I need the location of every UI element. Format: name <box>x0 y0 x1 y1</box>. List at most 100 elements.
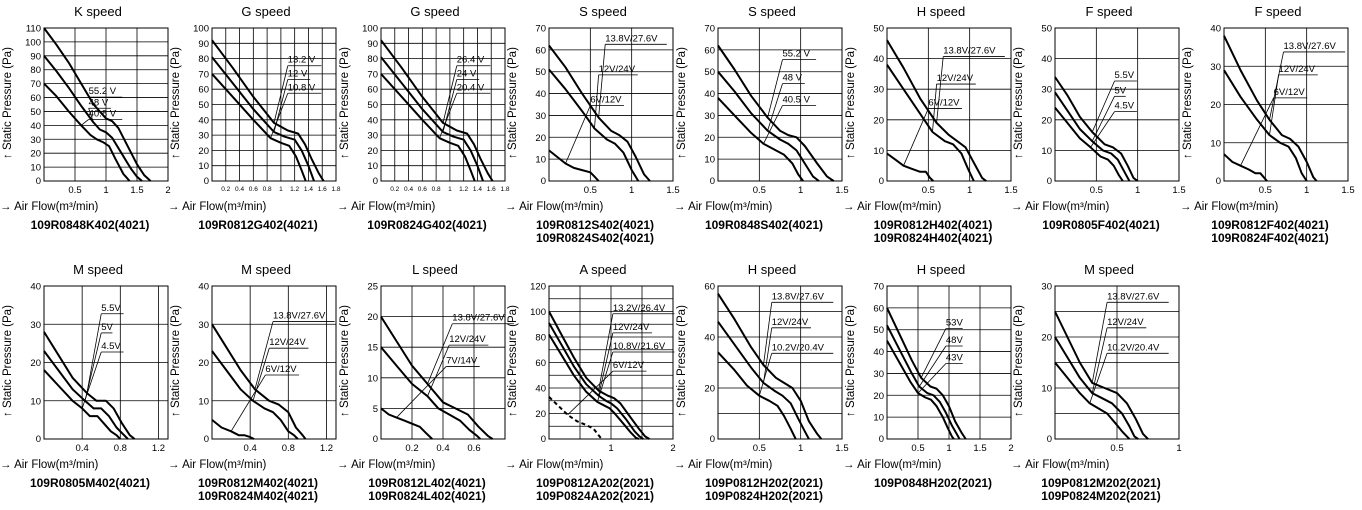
series-label: 48V <box>946 335 964 346</box>
series-label: 13.8V/27.6V <box>452 313 505 324</box>
y-tick-label: 70 <box>704 24 715 35</box>
plot-frame <box>548 285 674 440</box>
x-tick-label: 0.5 <box>911 443 924 454</box>
label-leader <box>1090 111 1115 148</box>
y-tick-label: 80 <box>535 333 546 344</box>
series-label: 24 V <box>457 68 477 79</box>
model-number: 109R0812F402(4021) <box>1211 218 1329 232</box>
x-tick-label: 0.4 <box>436 443 449 454</box>
model-numbers: 109R0812M402(4021) 109R0824M402(4021) <box>174 477 342 503</box>
x-axis-label: → Air Flow(m³/min) <box>168 459 267 471</box>
y-tick-label: 30 <box>198 131 209 142</box>
x-tick-label: 0.5 <box>68 185 81 196</box>
series-label: 53V <box>946 318 964 329</box>
x-axis-label: → Air Flow(m³/min) <box>337 201 436 213</box>
y-tick-label: 15 <box>367 343 378 354</box>
label-leader <box>1091 96 1115 142</box>
y-tick-label: 30 <box>367 131 378 142</box>
y-tick-label: 30 <box>873 369 884 380</box>
x-tick-label: 0.8 <box>114 443 127 454</box>
x-tick-label: 2 <box>670 443 675 454</box>
series-label: 10.8 V <box>288 82 316 93</box>
label-leader <box>920 328 947 378</box>
origin-label: 0 <box>710 434 715 445</box>
model-numbers: 109R0812F402(4021) 109R0824F402(4021) <box>1186 219 1354 245</box>
model-numbers: 109R0812H402(4021) 109R0824H402(4021) <box>849 219 1017 245</box>
model-number: 109R0848S402(4021) <box>704 218 824 232</box>
y-tick-label: 20 <box>1041 333 1052 344</box>
y-tick-label: 10 <box>367 161 378 172</box>
series-label: 12V/24V <box>613 322 650 333</box>
y-tick-label: 40 <box>873 54 884 65</box>
x-tick-label: 1.5 <box>835 443 848 454</box>
chart-title: S speed <box>748 4 796 19</box>
model-numbers: 109R0812L402(4021) 109R0824L402(4021) <box>343 477 511 503</box>
origin-label: 0 <box>373 176 378 187</box>
fan-curve-panel: H speed ↑ Static Pressure (Pa) → Air Flow(… <box>674 260 849 510</box>
y-tick-label: 10 <box>1041 146 1052 157</box>
model-number: 109P0824H202(2021) <box>704 489 824 503</box>
x-tick-label: 1.6 <box>318 186 327 193</box>
x-tick-label: 1.2 <box>459 186 468 193</box>
series-label: 12V/24V <box>599 64 636 75</box>
chart-title: M speed <box>241 262 291 277</box>
series-label: 10.2V/20.4V <box>772 342 825 353</box>
fan-curve-panel: H speed ↑ Static Pressure (Pa) → Air Flow(… <box>843 2 1018 252</box>
x-tick-label: 0.6 <box>249 186 258 193</box>
series-line <box>886 340 955 440</box>
x-tick-label: 2 <box>1008 443 1013 454</box>
chart-title: L speed <box>412 262 458 277</box>
series-label: 20.4 V <box>457 82 485 93</box>
y-tick-label: 30 <box>1041 85 1052 96</box>
series-label: 12V/24V <box>269 337 306 348</box>
y-tick-label: 60 <box>198 85 209 96</box>
y-tick-label: 50 <box>30 107 41 118</box>
y-tick-label: 40 <box>198 282 209 293</box>
origin-label: 0 <box>373 434 378 445</box>
y-tick-label: 30 <box>30 135 41 146</box>
fan-curve-plot: 20 40 60 80 100 120 0 1 2 13.2V/26.4V 12V/24V 10.8V… <box>530 282 676 455</box>
y-tick-label: 25 <box>367 282 378 293</box>
chart-title: H speed <box>916 262 966 277</box>
origin-label: 0 <box>879 176 884 187</box>
y-tick-label: 50 <box>1041 24 1052 35</box>
series-line <box>886 307 967 440</box>
plot-frame <box>211 285 337 440</box>
label-leader <box>598 313 614 391</box>
y-tick-label: 10 <box>1041 384 1052 395</box>
series-line <box>1223 153 1268 182</box>
x-tick-label: 1.5 <box>835 185 848 196</box>
series-line <box>548 149 600 182</box>
model-numbers: 109R0824G402(4021) <box>343 219 511 232</box>
label-leader <box>1269 74 1279 136</box>
x-axis-label: → Air Flow(m³/min) <box>843 459 942 471</box>
series-label: 4.5V <box>1115 101 1135 112</box>
y-tick-label: 20 <box>198 146 209 157</box>
y-tick-label: 50 <box>367 100 378 111</box>
series-line <box>717 321 810 440</box>
series-line <box>1054 76 1139 182</box>
y-tick-label: 70 <box>535 24 546 35</box>
origin-label: 0 <box>541 434 546 445</box>
x-tick-label: 1.2 <box>290 186 299 193</box>
x-axis-label: → Air Flow(m³/min) <box>1180 201 1279 213</box>
series-label: 6V/12V <box>1274 87 1306 98</box>
y-tick-label: 20 <box>198 358 209 369</box>
x-tick-label: 1 <box>629 185 634 196</box>
series-label: 5.5V <box>101 303 121 314</box>
series-line <box>886 64 975 182</box>
x-tick-label: 0.5 <box>1259 185 1272 196</box>
x-tick-label: 1.6 <box>487 186 496 193</box>
label-leader <box>596 351 614 403</box>
model-number: 109P0848H202(2021) <box>873 476 993 490</box>
y-tick-label: 100 <box>362 24 378 35</box>
series-label: 40.5 V <box>782 95 810 106</box>
y-tick-label: 20 <box>367 146 378 157</box>
origin-label: 0 <box>1216 176 1221 187</box>
chart-title: F speed <box>1254 4 1302 19</box>
model-numbers: 109P0812A202(2021) 109P0824A202(2021) <box>511 477 679 503</box>
y-tick-label: 10 <box>704 155 715 166</box>
y-tick-label: 10 <box>198 161 209 172</box>
chart-title: G speed <box>241 4 291 19</box>
x-axis-label: → Air Flow(m³/min) <box>1011 201 1110 213</box>
